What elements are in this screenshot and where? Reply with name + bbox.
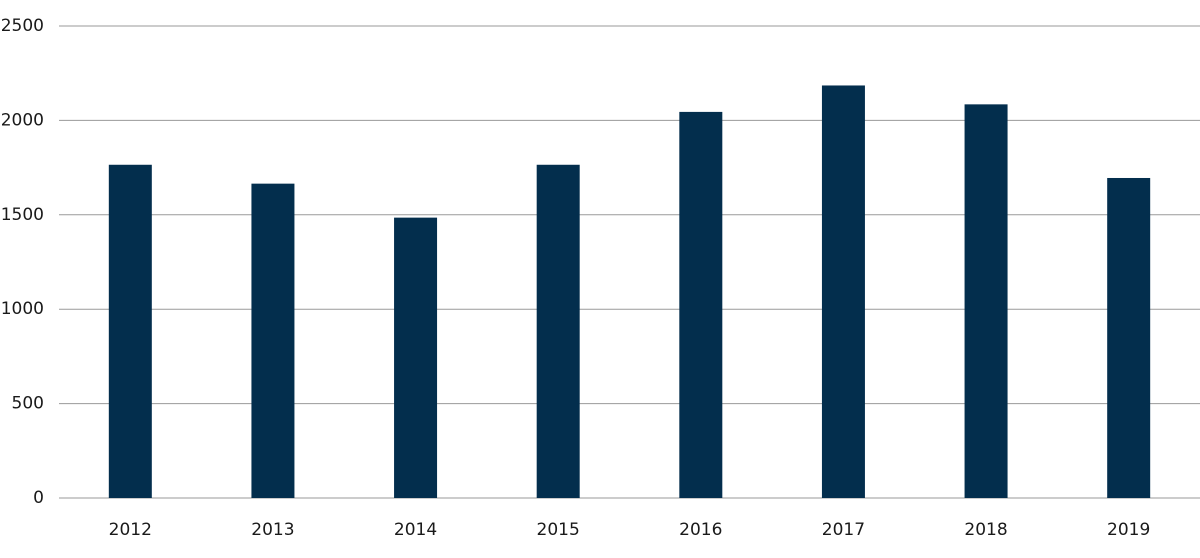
bar: [964, 104, 1008, 499]
x-tick-label: 2013: [251, 520, 294, 540]
y-tick-label: 0: [33, 488, 44, 508]
bar: [1107, 177, 1151, 498]
x-tick-label: 2017: [822, 520, 865, 540]
x-tick-label: 2012: [109, 520, 152, 540]
bar: [251, 183, 295, 498]
x-tick-label: 2018: [964, 520, 1007, 540]
bar: [821, 85, 865, 499]
bar: [536, 164, 580, 498]
y-tick-label: 2000: [1, 110, 44, 130]
x-tick-label: 2019: [1107, 520, 1150, 540]
x-tick-label: 2014: [394, 520, 437, 540]
x-tick-label: 2015: [537, 520, 580, 540]
bar: [679, 111, 723, 499]
x-tick-label: 2016: [679, 520, 722, 540]
y-tick-label: 500: [12, 394, 44, 414]
y-tick-label: 1500: [1, 205, 44, 225]
y-tick-label: 1000: [1, 299, 44, 319]
bar: [394, 217, 438, 498]
y-tick-label: 2500: [1, 16, 44, 36]
bar: [108, 164, 152, 498]
